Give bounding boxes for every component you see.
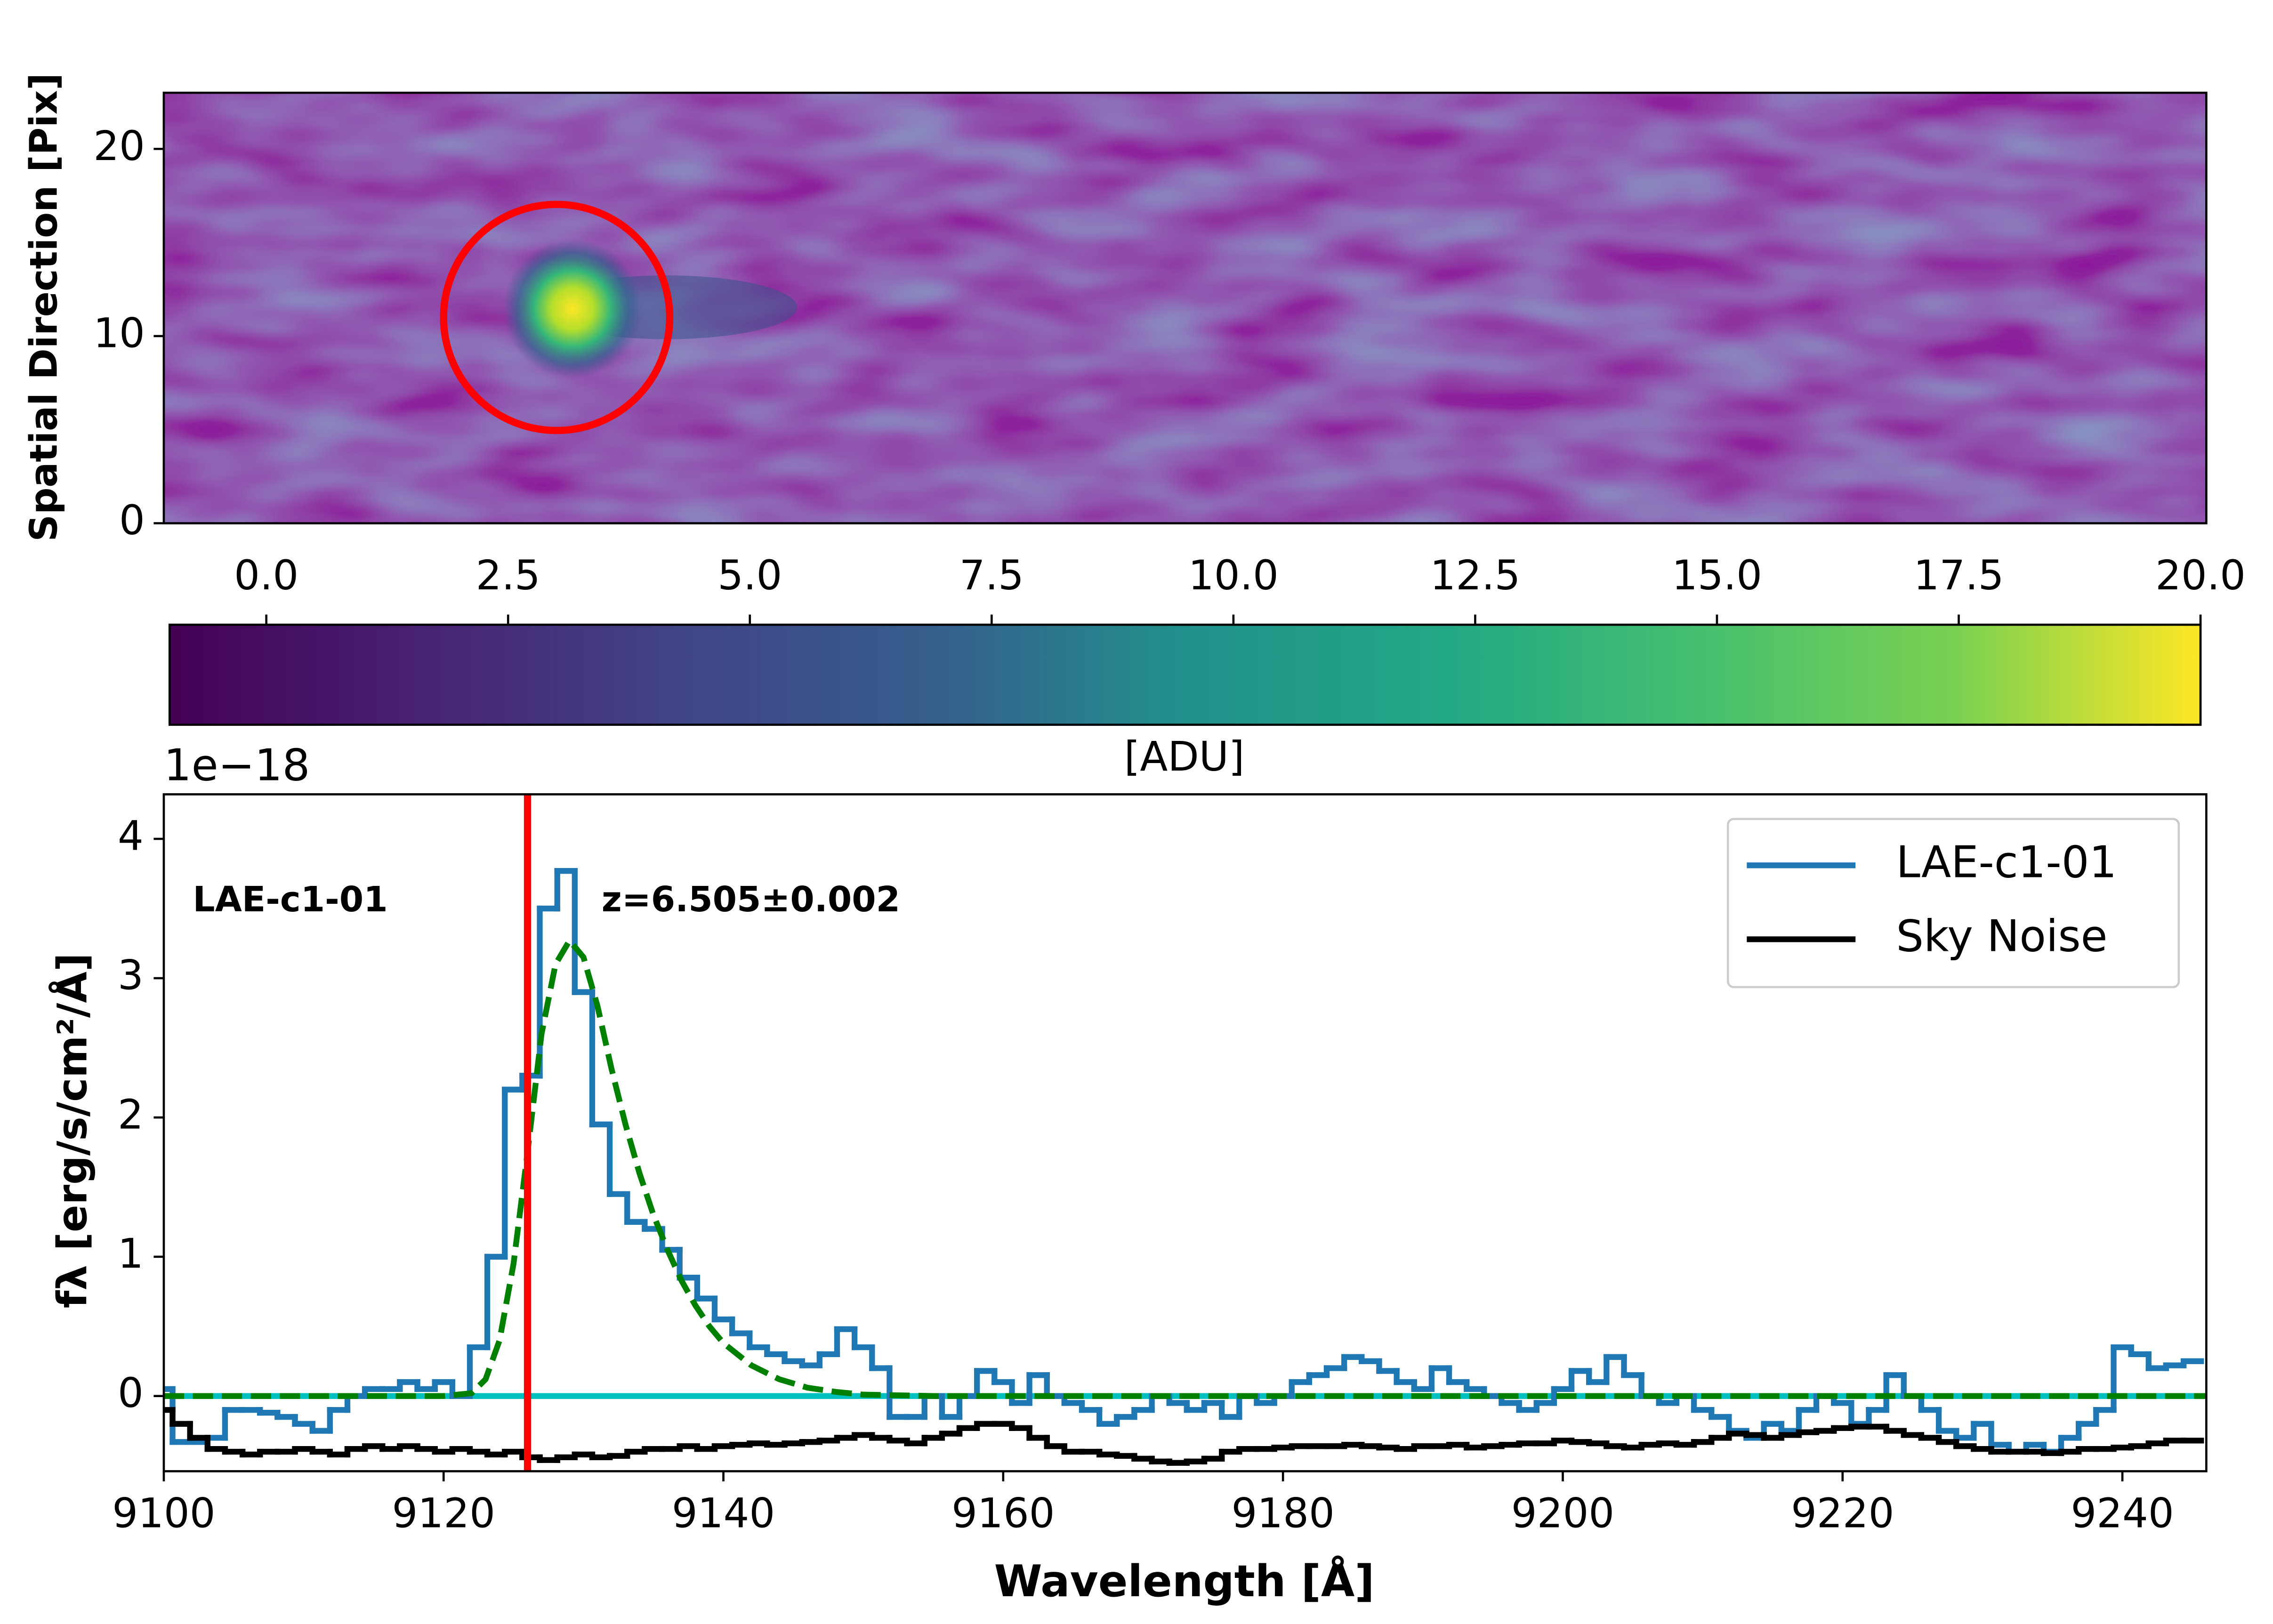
y-tick-label: 4 — [118, 813, 144, 860]
y-tick-label: 0 — [119, 497, 145, 544]
x-tick-label: 9160 — [951, 1490, 1055, 1537]
y-tick-label: 0 — [118, 1370, 144, 1417]
source-circle — [440, 201, 674, 434]
annotation: z=6.505±0.002 — [602, 879, 900, 920]
fit-curve — [163, 935, 2207, 1399]
annotation: LAE-c1-01 — [193, 879, 388, 920]
spectrum-frame — [162, 793, 2208, 1472]
x-tick-label: 9100 — [112, 1490, 215, 1537]
image-frame — [162, 91, 2208, 524]
x-tick-label: 9120 — [392, 1490, 495, 1537]
x-tick-label: 9140 — [672, 1490, 775, 1537]
x-axis-label: Wavelength [Å] — [994, 1556, 1375, 1607]
y-tick-label: 1 — [118, 1230, 144, 1278]
x-tick-label: 15.0 — [1672, 552, 1762, 599]
colorbar-label: [ADU] — [1124, 733, 1245, 780]
x-tick-label: 10.0 — [1188, 552, 1279, 599]
x-tick-label: 7.5 — [959, 552, 1024, 599]
y-axis-label: fλ [erg/s/cm²/Å] — [49, 953, 97, 1308]
legend — [1726, 818, 2180, 989]
offset-text: 1e−18 — [164, 740, 310, 790]
x-tick-label: 9240 — [2071, 1490, 2174, 1537]
x-tick-label: 20.0 — [2155, 552, 2246, 599]
plot-area — [163, 794, 2207, 1471]
legend-label: Sky Noise — [1896, 911, 2107, 962]
series — [163, 1407, 2204, 1466]
x-tick-label: 2.5 — [476, 552, 540, 599]
y-tick-label: 20 — [93, 123, 145, 170]
colorbar — [168, 623, 2202, 726]
y-tick-label: 2 — [118, 1091, 144, 1138]
x-tick-label: 9220 — [1791, 1490, 1894, 1537]
x-tick-label: 9200 — [1511, 1490, 1614, 1537]
x-tick-label: 12.5 — [1430, 552, 1520, 599]
x-tick-label: 0.0 — [234, 552, 298, 599]
legend-label: LAE-c1-01 — [1896, 837, 2117, 888]
y-tick-label: 3 — [118, 952, 144, 999]
image-ylabel: Spatial Direction [Pix] — [22, 73, 66, 542]
series — [163, 868, 2204, 1455]
image-source — [503, 239, 643, 378]
x-tick-label: 9180 — [1231, 1490, 1334, 1537]
x-tick-label: 17.5 — [1914, 552, 2004, 599]
y-tick-label: 10 — [93, 310, 145, 357]
spectrum-image — [163, 93, 2207, 523]
x-tick-label: 5.0 — [717, 552, 782, 599]
image-background — [163, 93, 2207, 523]
